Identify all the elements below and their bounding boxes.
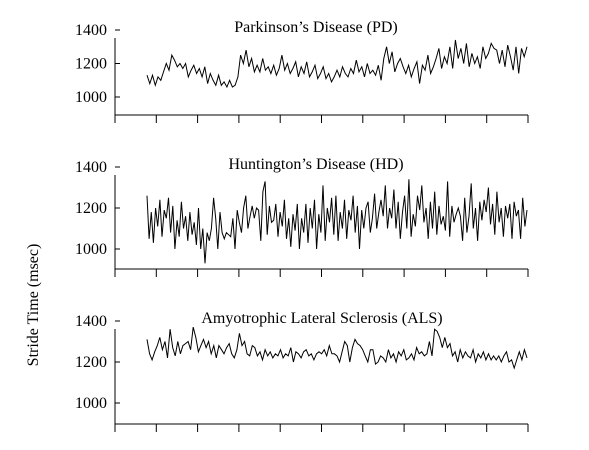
pd-y-tick-label: 1000 bbox=[75, 89, 107, 106]
pd-y-tick-label: 1400 bbox=[75, 22, 107, 39]
pd-axis-ticks bbox=[114, 29, 529, 123]
hd-y-tick-label: 1000 bbox=[75, 241, 107, 258]
hd-y-tick-labels: 1000 1200 1400 bbox=[75, 159, 107, 258]
pd-panel-title: Parkinson’s Disease (PD) bbox=[234, 19, 398, 36]
pd-panel: Parkinson’s Disease (PD) 1000 1200 1400 bbox=[75, 19, 529, 123]
als-panel: Amyotrophic Lateral Sclerosis (ALS) 1000… bbox=[75, 310, 529, 432]
hd-panel: Huntington’s Disease (HD) 1000 1200 1400 bbox=[75, 156, 529, 277]
pd-stride-time-series bbox=[146, 39, 528, 89]
hd-y-tick-label: 1400 bbox=[75, 159, 107, 176]
hd-panel-title: Huntington’s Disease (HD) bbox=[228, 156, 403, 173]
hd-axis-ticks bbox=[114, 166, 529, 277]
als-y-tick-label: 1400 bbox=[75, 313, 107, 330]
als-axis-ticks bbox=[114, 320, 529, 432]
pd-y-tick-labels: 1000 1200 1400 bbox=[75, 22, 107, 106]
als-panel-title: Amyotrophic Lateral Sclerosis (ALS) bbox=[201, 310, 442, 327]
hd-y-tick-label: 1200 bbox=[75, 200, 107, 217]
als-y-tick-labels: 1000 1200 1400 bbox=[75, 313, 107, 412]
hd-stride-time-series bbox=[146, 179, 528, 264]
als-y-tick-label: 1200 bbox=[75, 354, 107, 371]
figure-ylabel: Stride Time (msec) bbox=[25, 244, 42, 367]
als-y-tick-label: 1000 bbox=[75, 395, 107, 412]
als-stride-time-series bbox=[146, 326, 528, 370]
pd-y-tick-label: 1200 bbox=[75, 56, 107, 73]
